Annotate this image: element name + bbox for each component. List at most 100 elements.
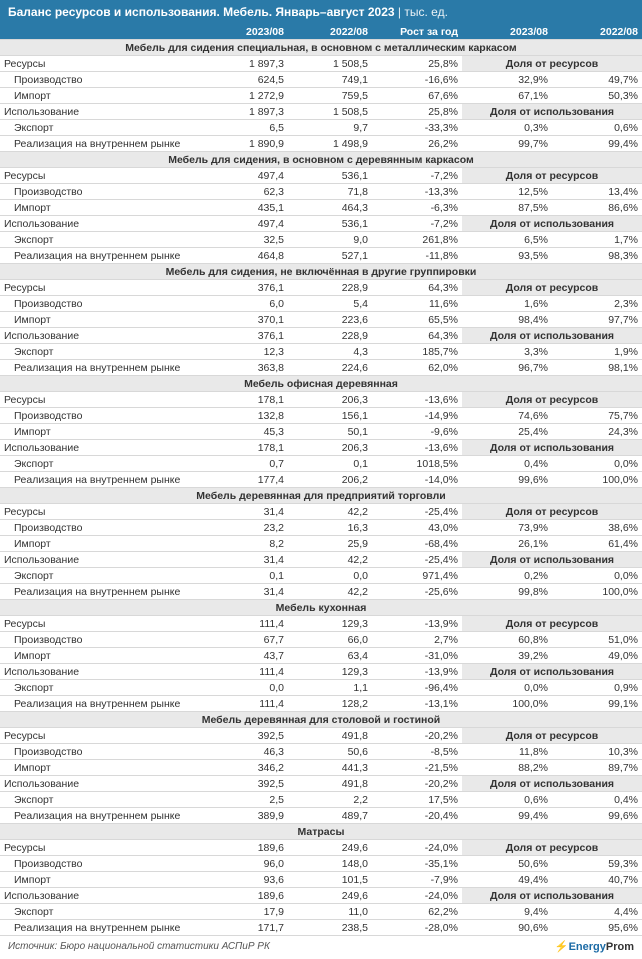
table-row: Импорт93,6101,5-7,9%49,4%40,7%	[0, 872, 642, 888]
cell: 93,5%	[462, 248, 552, 264]
cell: 6,5	[204, 120, 288, 136]
row-label: Использование	[0, 664, 204, 680]
cell: 46,3	[204, 744, 288, 760]
table-row: Экспорт0,70,11018,5%0,4%0,0%	[0, 456, 642, 472]
cell: 60,8%	[462, 632, 552, 648]
table-row: Импорт45,350,1-9,6%25,4%24,3%	[0, 424, 642, 440]
title-unit: тыс. ед.	[404, 5, 448, 19]
cell: 228,9	[288, 328, 372, 344]
cell: 435,1	[204, 200, 288, 216]
cell: 51,0%	[552, 632, 642, 648]
cell: 61,4%	[552, 536, 642, 552]
cell: 95,6%	[552, 920, 642, 936]
table-row: Экспорт2,52,217,5%0,6%0,4%	[0, 792, 642, 808]
cell: 13,4%	[552, 184, 642, 200]
section-title: Мебель для сидения, не включённая в друг…	[0, 264, 642, 280]
cell: -13,1%	[372, 696, 462, 712]
cell: -7,2%	[372, 168, 462, 184]
cell: 98,3%	[552, 248, 642, 264]
cell: 132,8	[204, 408, 288, 424]
cell: 42,2	[288, 584, 372, 600]
cell: 99,7%	[462, 136, 552, 152]
table-row: Производство62,371,8-13,3%12,5%13,4%	[0, 184, 642, 200]
row-label: Импорт	[0, 536, 204, 552]
row-label: Импорт	[0, 648, 204, 664]
col-blank	[0, 24, 204, 40]
table-row: Использование392,5491,8-20,2%Доля от исп…	[0, 776, 642, 792]
row-label: Использование	[0, 216, 204, 232]
cell: -11,8%	[372, 248, 462, 264]
share-resources-label: Доля от ресурсов	[462, 616, 642, 632]
table-row: Ресурсы376,1228,964,3%Доля от ресурсов	[0, 280, 642, 296]
table-row: Ресурсы1 897,31 508,525,8%Доля от ресурс…	[0, 56, 642, 72]
cell: 99,6%	[462, 472, 552, 488]
table-row: Производство624,5749,1-16,6%32,9%49,7%	[0, 72, 642, 88]
cell: -25,4%	[372, 504, 462, 520]
row-label: Производство	[0, 744, 204, 760]
cell: 63,4	[288, 648, 372, 664]
table-row: Использование189,6249,6-24,0%Доля от исп…	[0, 888, 642, 904]
cell: 50,6%	[462, 856, 552, 872]
cell: 178,1	[204, 440, 288, 456]
cell: 177,4	[204, 472, 288, 488]
cell: 392,5	[204, 728, 288, 744]
cell: 223,6	[288, 312, 372, 328]
row-label: Импорт	[0, 88, 204, 104]
cell: 65,5%	[372, 312, 462, 328]
section-header: Матрасы	[0, 824, 642, 840]
col-2: 2022/08	[288, 24, 372, 40]
share-resources-label: Доля от ресурсов	[462, 392, 642, 408]
cell: 6,0	[204, 296, 288, 312]
table-row: Экспорт0,01,1-96,4%0,0%0,9%	[0, 680, 642, 696]
cell: 0,0	[288, 568, 372, 584]
section-title: Мебель для сидения специальная, в основн…	[0, 40, 642, 56]
cell: 39,2%	[462, 648, 552, 664]
row-label: Производство	[0, 72, 204, 88]
cell: 99,4%	[462, 808, 552, 824]
cell: 74,6%	[462, 408, 552, 424]
cell: 2,3%	[552, 296, 642, 312]
cell: 59,3%	[552, 856, 642, 872]
cell: 31,4	[204, 584, 288, 600]
cell: -13,9%	[372, 616, 462, 632]
cell: 185,7%	[372, 344, 462, 360]
cell: 32,9%	[462, 72, 552, 88]
share-usage-label: Доля от использования	[462, 776, 642, 792]
cell: 100,0%	[462, 696, 552, 712]
cell: 99,8%	[462, 584, 552, 600]
cell: 49,0%	[552, 648, 642, 664]
cell: 491,8	[288, 728, 372, 744]
cell: 4,4%	[552, 904, 642, 920]
cell: 50,3%	[552, 88, 642, 104]
cell: 50,6	[288, 744, 372, 760]
row-label: Использование	[0, 104, 204, 120]
row-label: Реализация на внутреннем рынке	[0, 584, 204, 600]
share-usage-label: Доля от использования	[462, 104, 642, 120]
cell: 1,6%	[462, 296, 552, 312]
cell: 178,1	[204, 392, 288, 408]
cell: 99,6%	[552, 808, 642, 824]
cell: 249,6	[288, 840, 372, 856]
cell: -13,6%	[372, 440, 462, 456]
cell: 23,2	[204, 520, 288, 536]
table-row: Ресурсы497,4536,1-7,2%Доля от ресурсов	[0, 168, 642, 184]
cell: 88,2%	[462, 760, 552, 776]
cell: -7,9%	[372, 872, 462, 888]
cell: 9,4%	[462, 904, 552, 920]
cell: 0,0	[204, 680, 288, 696]
cell: -20,2%	[372, 776, 462, 792]
cell: 624,5	[204, 72, 288, 88]
cell: 97,7%	[552, 312, 642, 328]
cell: 464,3	[288, 200, 372, 216]
cell: 0,6%	[552, 120, 642, 136]
cell: 64,3%	[372, 280, 462, 296]
row-label: Производство	[0, 856, 204, 872]
share-usage-label: Доля от использования	[462, 664, 642, 680]
cell: 261,8%	[372, 232, 462, 248]
table-row: Реализация на внутреннем рынке464,8527,1…	[0, 248, 642, 264]
share-resources-label: Доля от ресурсов	[462, 728, 642, 744]
row-label: Реализация на внутреннем рынке	[0, 360, 204, 376]
cell: 42,2	[288, 504, 372, 520]
table-row: Импорт435,1464,3-6,3%87,5%86,6%	[0, 200, 642, 216]
table-row: Экспорт32,59,0261,8%6,5%1,7%	[0, 232, 642, 248]
